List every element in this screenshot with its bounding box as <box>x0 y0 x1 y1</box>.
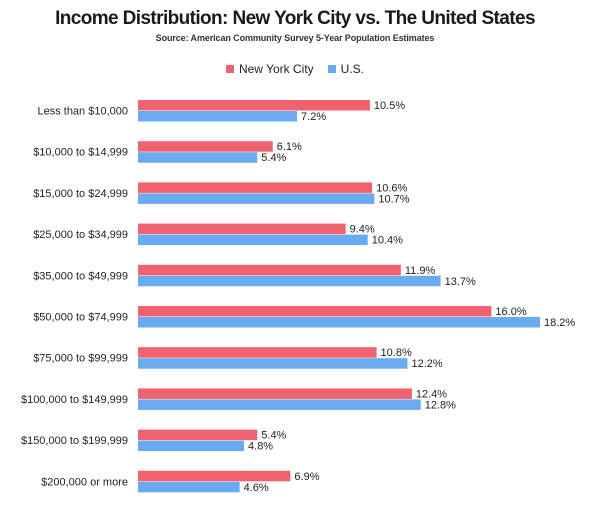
bar-nyc <box>138 100 370 111</box>
legend-swatch-us <box>327 65 336 73</box>
category-group: $150,000 to $199,999 5.4%4.8% <box>21 429 287 453</box>
data-label-us: 12.2% <box>411 358 442 370</box>
bar-us <box>138 481 240 493</box>
chart-title: Income Distribution: New York City vs. T… <box>55 8 535 29</box>
data-label-nyc: 10.6% <box>376 182 407 194</box>
category-label: Less than $10,000 <box>37 106 128 118</box>
bar-nyc <box>138 470 291 482</box>
category-label: $75,000 to $99,999 <box>33 353 128 365</box>
category-group: $35,000 to $49,999 11.9% 13.7% <box>33 264 476 288</box>
data-label-nyc: 16.0% <box>495 306 526 318</box>
category-label: $10,000 to $14,999 <box>33 147 128 159</box>
bar-us <box>138 152 258 163</box>
data-label-us: 13.7% <box>445 276 476 288</box>
category-group: $25,000 to $34,999 9.4%10.4% <box>33 223 403 247</box>
category-label: $150,000 to $199,999 <box>21 435 128 447</box>
category-group: $15,000 to $24,999 10.6%10.7% <box>33 182 410 205</box>
category-label: $35,000 to $49,999 <box>33 270 128 282</box>
data-label-nyc: 10.5% <box>374 100 405 112</box>
bar-nyc <box>138 264 401 276</box>
bar-us <box>138 111 298 122</box>
category-group: $200,000 or more 6.9% 4.6% <box>41 470 320 494</box>
bar-us <box>138 234 368 246</box>
category-group: $100,000 to $149,999 12.4%12.8% <box>21 388 456 411</box>
bar-us <box>138 275 441 287</box>
category-group: $10,000 to $14,999 6.1%5.4% <box>33 141 302 164</box>
data-label-nyc: 12.4% <box>416 388 447 400</box>
legend-item-us: U.S. <box>327 62 365 76</box>
legend-swatch-nyc <box>225 65 234 73</box>
bar-nyc <box>138 306 492 317</box>
bar-nyc <box>138 388 412 399</box>
data-label-us: 10.7% <box>378 193 409 205</box>
bar-nyc <box>138 182 373 193</box>
legend: New York City U.S. <box>0 62 590 76</box>
data-label-nyc: 10.8% <box>381 347 412 359</box>
category-label: $25,000 to $34,999 <box>33 229 128 241</box>
bar-nyc <box>138 223 346 235</box>
category-label: $15,000 to $24,999 <box>33 188 128 200</box>
legend-item-nyc: New York City <box>225 62 314 76</box>
bar-us <box>138 193 375 204</box>
bar-nyc <box>138 141 273 152</box>
bar-nyc <box>138 347 377 358</box>
data-label-us: 12.8% <box>425 399 456 411</box>
data-label-us: 7.2% <box>301 111 326 123</box>
category-group: $75,000 to $99,999 10.8%12.2% <box>33 347 443 370</box>
data-label-nyc: 9.4% <box>350 224 375 236</box>
data-label-nyc: 6.9% <box>294 471 319 483</box>
data-label-nyc: 5.4% <box>261 430 286 442</box>
data-label-us: 18.2% <box>544 317 575 329</box>
bar-us <box>138 317 540 328</box>
bar-us <box>138 440 245 452</box>
legend-label-nyc: New York City <box>238 62 314 76</box>
category-label: $200,000 or more <box>41 476 128 488</box>
bar-us <box>138 399 421 410</box>
bar-nyc <box>138 429 258 441</box>
chart-subtitle: Source: American Community Survey 5-Year… <box>155 33 435 43</box>
data-label-us: 10.4% <box>372 235 403 247</box>
legend-label-us: U.S. <box>340 62 365 76</box>
data-label-nyc: 11.9% <box>405 265 436 277</box>
data-label-us: 4.6% <box>244 482 269 494</box>
data-label-us: 5.4% <box>261 152 286 164</box>
data-label-us: 4.8% <box>248 441 273 453</box>
category-group: Less than $10,000 10.5% 7.2% <box>37 100 405 123</box>
category-label: $100,000 to $149,999 <box>21 394 128 406</box>
category-label: $50,000 to $74,999 <box>33 312 128 324</box>
bar-us <box>138 358 408 369</box>
data-label-nyc: 6.1% <box>277 141 302 153</box>
category-group: $50,000 to $74,999 16.0% 18.2% <box>33 306 575 329</box>
